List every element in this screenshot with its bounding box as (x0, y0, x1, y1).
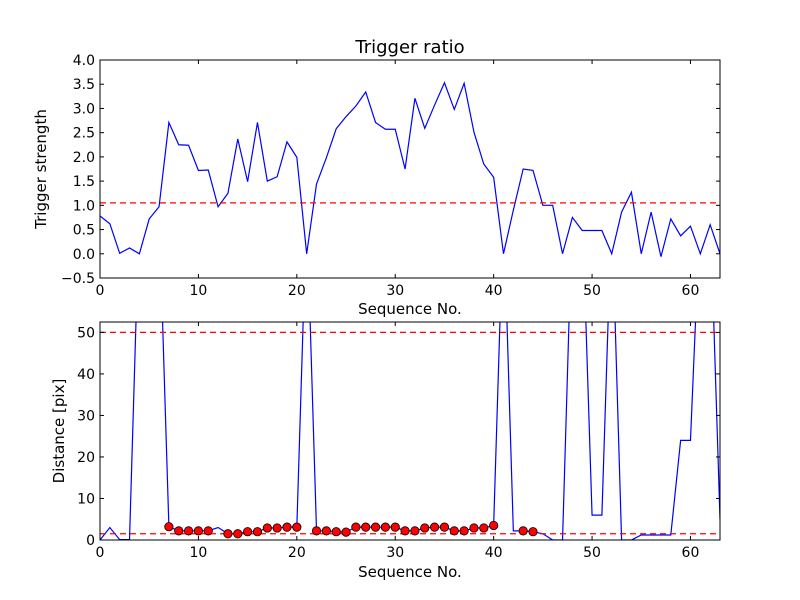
y-tick-label: 3.0 (73, 101, 95, 117)
y-tick-label: 0.5 (73, 223, 95, 239)
x-tick-label: 60 (682, 545, 700, 561)
data-point-marker (341, 527, 351, 537)
data-point-marker (449, 526, 459, 536)
data-point-marker (370, 522, 381, 532)
data-point-marker (174, 526, 184, 536)
data-point-marker (203, 526, 213, 536)
x-axis-label: Sequence No. (358, 563, 462, 581)
x-tick-label: 50 (583, 545, 601, 561)
data-point-marker (183, 526, 194, 536)
data-point-marker (233, 529, 243, 539)
data-point-marker (321, 526, 331, 536)
data-point-marker (469, 523, 479, 533)
data-point-marker (518, 526, 528, 536)
data-point-marker (430, 522, 440, 532)
data-point-marker (390, 522, 400, 532)
y-axis-label: Distance [pix] (50, 379, 68, 484)
x-tick-label: 30 (386, 283, 404, 299)
y-tick-label: 1.5 (73, 174, 95, 190)
data-point-marker (361, 522, 371, 532)
y-tick-label: 40 (77, 367, 95, 383)
series-line-0 (100, 81, 720, 257)
data-point-marker (164, 522, 174, 532)
x-tick-label: 50 (583, 283, 601, 299)
data-point-marker (292, 522, 302, 532)
data-point-marker (380, 522, 390, 532)
y-tick-label: 4.0 (73, 53, 95, 69)
data-point-marker (420, 523, 430, 533)
x-tick-label: 40 (485, 545, 503, 561)
trigger-ratio-chart: Trigger ratio 0 10 20 30 40 50 60 −0.5 0.0 0.5 1.0… (32, 37, 721, 318)
data-point-marker (311, 526, 322, 536)
data-point-marker (351, 522, 361, 532)
x-tick-label: 10 (189, 545, 207, 561)
y-tick-label: 50 (77, 325, 95, 341)
y-tick-label: 1.0 (73, 198, 95, 214)
x-tick-label: 30 (386, 545, 404, 561)
data-point-marker (331, 527, 341, 537)
y-axis-label: Trigger strength (32, 109, 50, 230)
data-point-marker (528, 527, 538, 537)
data-point-marker (272, 523, 282, 533)
data-point-marker (459, 526, 469, 536)
x-axis-label: Sequence No. (358, 300, 462, 318)
series-line-0 (100, 322, 720, 540)
data-point-marker (439, 522, 450, 532)
y-tick-label: 20 (77, 450, 95, 466)
x-tick-label: 20 (288, 545, 306, 561)
x-tick-label: 40 (485, 283, 503, 299)
data-point-marker (282, 522, 292, 532)
data-point-marker (400, 526, 410, 536)
data-point-marker (410, 526, 420, 536)
plot-frame (99, 321, 721, 541)
y-tick-label: 3.5 (73, 77, 95, 93)
y-tick-label: 0.0 (73, 247, 95, 263)
data-point-marker (479, 523, 489, 533)
y-tick-label: 10 (77, 491, 95, 507)
y-tick-label: 2.0 (73, 150, 95, 166)
x-tick-label: 10 (189, 283, 207, 299)
data-point-marker (252, 527, 263, 537)
x-tick-label: 20 (288, 283, 306, 299)
y-tick-label: 30 (77, 408, 95, 424)
y-tick-label: −0.5 (61, 271, 95, 287)
data-point-marker (243, 527, 253, 537)
plot-frame (99, 59, 721, 279)
x-tick-label: 0 (96, 283, 105, 299)
y-tick-label: 0 (86, 533, 95, 549)
y-tick-label: 2.5 (73, 126, 95, 142)
data-point-marker (193, 526, 204, 536)
data-point-marker (262, 523, 272, 533)
x-tick-label: 0 (96, 545, 105, 561)
distance-chart: 0 10 20 30 40 50 60 0 10 20 30 40 50 Sequence No. Di… (50, 321, 721, 581)
chart-title: Trigger ratio (354, 37, 464, 58)
data-point-marker (223, 529, 233, 539)
data-point-marker (489, 520, 499, 531)
x-tick-label: 60 (682, 283, 700, 299)
